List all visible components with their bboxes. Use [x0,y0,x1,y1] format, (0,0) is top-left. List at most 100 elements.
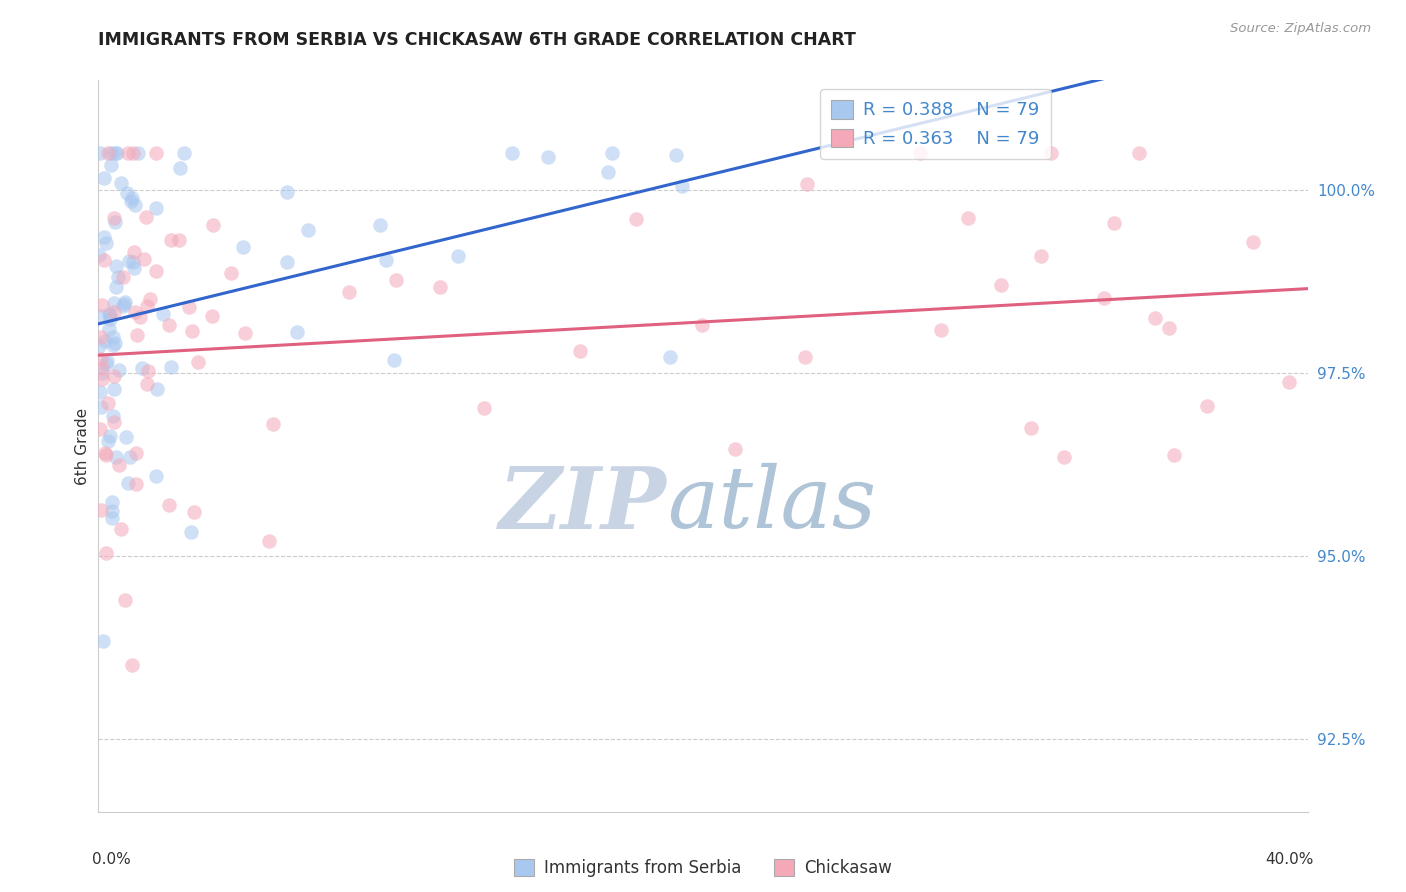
Point [103,415,125,429]
Point [1163,449,1185,463]
Point [127,146,149,161]
Point [1102,216,1125,230]
Point [160,359,183,374]
Point [90,366,112,380]
Point [374,253,396,268]
Point [104,215,127,229]
Point [152,307,174,321]
Point [110,522,132,536]
Text: 40.0%: 40.0% [1265,852,1313,867]
Point [202,218,225,232]
Point [107,458,129,472]
Text: 0.0%: 0.0% [93,852,131,867]
Point [98,312,121,326]
Point [1092,291,1115,305]
Point [90,329,112,343]
Point [89,309,111,323]
Point [118,254,141,268]
Point [90,502,112,516]
Point [97,307,120,321]
Point [600,146,623,161]
Point [125,477,148,491]
Point [98,428,121,442]
Point [103,295,125,310]
Point [957,211,980,225]
Point [796,177,818,191]
Point [157,498,180,512]
Point [91,634,114,648]
Point [105,146,128,161]
Point [103,369,125,384]
Point [472,401,495,415]
Point [117,476,139,491]
Point [125,446,148,460]
Point [101,494,124,508]
Point [233,326,256,340]
Point [111,299,134,313]
Point [89,146,111,161]
Point [447,249,470,263]
Point [94,334,117,349]
Point [297,223,319,237]
Point [1278,376,1301,390]
Point [121,146,143,161]
Point [96,448,118,462]
Point [90,297,112,311]
Point [114,592,136,607]
Point [98,308,121,322]
Point [103,382,125,396]
Point [429,280,451,294]
Point [100,504,122,518]
Point [121,658,143,673]
Point [105,259,128,273]
Point [219,266,242,280]
Point [101,409,124,423]
Point [501,146,523,161]
Point [90,360,112,375]
Point [93,229,115,244]
Point [114,294,136,309]
Point [101,511,124,525]
Point [157,318,180,333]
Point [138,364,160,378]
Point [110,176,132,190]
Point [1031,249,1053,263]
Point [145,264,167,278]
Point [1143,310,1166,325]
Point [173,146,195,161]
Text: IMMIGRANTS FROM SERBIA VS CHICKASAW 6TH GRADE CORRELATION CHART: IMMIGRANTS FROM SERBIA VS CHICKASAW 6TH … [98,31,856,49]
Point [115,186,138,201]
Point [671,178,693,193]
Text: atlas: atlas [666,463,876,546]
Point [120,194,142,208]
Point [145,382,167,396]
Point [929,323,952,337]
Point [908,146,931,161]
Point [1128,146,1150,161]
Point [145,201,167,215]
Point [624,212,647,227]
Point [665,147,688,161]
Point [90,400,112,414]
Point [103,305,125,319]
Point [111,269,134,284]
Point [724,442,747,456]
Point [91,372,114,386]
Point [100,146,122,161]
Point [122,260,145,275]
Point [93,252,115,267]
Point [105,280,128,294]
Point [1019,421,1042,435]
Point [159,233,181,247]
Point [177,300,200,314]
Point [276,254,298,268]
Point [93,170,115,185]
Point [382,352,405,367]
Point [259,533,281,548]
Point [131,360,153,375]
Point [108,363,131,377]
Point [368,218,391,232]
Point [101,337,124,351]
Point [145,468,167,483]
Point [201,309,224,323]
